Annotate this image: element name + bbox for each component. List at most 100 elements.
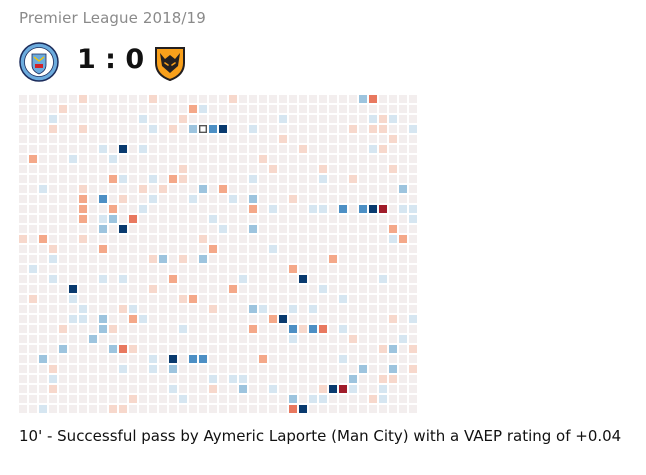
grid-cell[interactable] — [109, 105, 117, 113]
grid-cell[interactable] — [79, 295, 87, 303]
grid-cell[interactable] — [279, 175, 287, 183]
grid-cell[interactable] — [29, 385, 37, 393]
grid-cell[interactable] — [259, 245, 267, 253]
grid-cell[interactable] — [109, 95, 117, 103]
grid-cell[interactable] — [129, 145, 137, 153]
grid-cell[interactable] — [379, 385, 387, 393]
grid-cell[interactable] — [219, 175, 227, 183]
grid-cell[interactable] — [39, 325, 47, 333]
grid-cell[interactable] — [269, 155, 277, 163]
grid-cell[interactable] — [389, 265, 397, 273]
grid-cell[interactable] — [129, 165, 137, 173]
grid-cell[interactable] — [229, 205, 237, 213]
grid-cell[interactable] — [399, 405, 407, 413]
grid-cell[interactable] — [329, 325, 337, 333]
grid-cell[interactable] — [399, 155, 407, 163]
grid-cell[interactable] — [259, 315, 267, 323]
grid-cell[interactable] — [129, 105, 137, 113]
grid-cell[interactable] — [239, 195, 247, 203]
grid-cell[interactable] — [59, 295, 67, 303]
grid-cell[interactable] — [79, 125, 87, 133]
grid-cell[interactable] — [179, 405, 187, 413]
grid-cell[interactable] — [19, 155, 27, 163]
grid-cell[interactable] — [89, 305, 97, 313]
grid-cell[interactable] — [179, 215, 187, 223]
grid-cell[interactable] — [339, 195, 347, 203]
grid-cell[interactable] — [249, 275, 257, 283]
grid-cell[interactable] — [59, 275, 67, 283]
grid-cell[interactable] — [389, 325, 397, 333]
grid-cell[interactable] — [219, 385, 227, 393]
grid-cell[interactable] — [69, 345, 77, 353]
grid-cell[interactable] — [269, 325, 277, 333]
grid-cell[interactable] — [409, 395, 417, 403]
grid-cell[interactable] — [299, 95, 307, 103]
grid-cell[interactable] — [319, 355, 327, 363]
grid-cell[interactable] — [389, 105, 397, 113]
grid-cell[interactable] — [99, 325, 107, 333]
grid-cell[interactable] — [29, 205, 37, 213]
grid-cell[interactable] — [19, 405, 27, 413]
grid-cell[interactable] — [59, 355, 67, 363]
grid-cell[interactable] — [39, 295, 47, 303]
grid-cell[interactable] — [309, 385, 317, 393]
grid-cell[interactable] — [129, 255, 137, 263]
grid-cell[interactable] — [369, 265, 377, 273]
grid-cell[interactable] — [369, 365, 377, 373]
grid-cell[interactable] — [139, 105, 147, 113]
grid-cell[interactable] — [279, 315, 287, 323]
grid-cell[interactable] — [319, 395, 327, 403]
grid-cell[interactable] — [409, 365, 417, 373]
grid-cell[interactable] — [409, 295, 417, 303]
grid-cell[interactable] — [239, 375, 247, 383]
grid-cell[interactable] — [269, 125, 277, 133]
grid-cell[interactable] — [29, 265, 37, 273]
grid-cell[interactable] — [389, 145, 397, 153]
grid-cell[interactable] — [199, 325, 207, 333]
grid-cell[interactable] — [179, 185, 187, 193]
grid-cell[interactable] — [339, 265, 347, 273]
grid-cell[interactable] — [159, 115, 167, 123]
grid-cell[interactable] — [119, 385, 127, 393]
grid-cell[interactable] — [369, 225, 377, 233]
grid-cell[interactable] — [389, 215, 397, 223]
grid-cell[interactable] — [399, 355, 407, 363]
grid-cell[interactable] — [329, 95, 337, 103]
grid-cell[interactable] — [279, 305, 287, 313]
grid-cell[interactable] — [159, 315, 167, 323]
grid-cell[interactable] — [399, 95, 407, 103]
grid-cell[interactable] — [29, 155, 37, 163]
grid-cell[interactable] — [389, 395, 397, 403]
grid-cell[interactable] — [59, 125, 67, 133]
grid-cell[interactable] — [149, 265, 157, 273]
grid-cell[interactable] — [49, 185, 57, 193]
grid-cell[interactable] — [359, 145, 367, 153]
grid-cell[interactable] — [189, 95, 197, 103]
grid-cell[interactable] — [379, 345, 387, 353]
grid-cell[interactable] — [169, 395, 177, 403]
grid-cell[interactable] — [109, 375, 117, 383]
grid-cell[interactable] — [319, 205, 327, 213]
grid-cell[interactable] — [319, 95, 327, 103]
grid-cell[interactable] — [409, 135, 417, 143]
grid-cell[interactable] — [299, 255, 307, 263]
grid-cell[interactable] — [69, 335, 77, 343]
grid-cell[interactable] — [389, 225, 397, 233]
grid-cell[interactable] — [289, 165, 297, 173]
grid-cell[interactable] — [139, 125, 147, 133]
grid-cell[interactable] — [49, 165, 57, 173]
grid-cell[interactable] — [219, 105, 227, 113]
grid-cell[interactable] — [349, 155, 357, 163]
grid-cell[interactable] — [189, 285, 197, 293]
grid-cell[interactable] — [159, 355, 167, 363]
grid-cell[interactable] — [69, 255, 77, 263]
grid-cell[interactable] — [129, 365, 137, 373]
grid-cell[interactable] — [129, 355, 137, 363]
grid-cell[interactable] — [339, 215, 347, 223]
grid-cell[interactable] — [229, 225, 237, 233]
grid-cell[interactable] — [219, 225, 227, 233]
grid-cell[interactable] — [19, 355, 27, 363]
grid-cell[interactable] — [139, 305, 147, 313]
grid-cell[interactable] — [19, 235, 27, 243]
grid-cell[interactable] — [169, 265, 177, 273]
